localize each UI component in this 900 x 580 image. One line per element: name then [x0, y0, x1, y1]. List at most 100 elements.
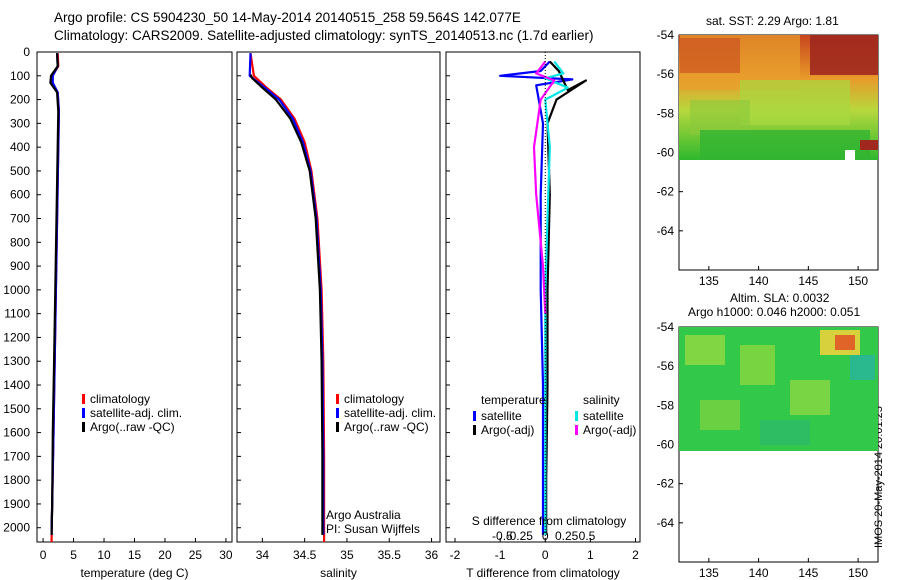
legend-label: Argo(..raw -QC) [344, 420, 429, 434]
legend-swatch [336, 394, 339, 404]
legend-label: climatology [344, 392, 404, 406]
y-tick-label: 100 [10, 69, 30, 83]
map-y-tick-label: -64 [657, 224, 675, 238]
legend-label: satellite [583, 409, 624, 423]
legend-label: satellite-adj. clim. [344, 406, 436, 420]
legend-label: climatology [90, 392, 150, 406]
x-tick-label: 25 [189, 548, 203, 562]
y-tick-label: 700 [10, 212, 30, 226]
y-tick-label: 1600 [3, 426, 30, 440]
y-tick-label: 300 [10, 116, 30, 130]
legend-swatch [82, 394, 85, 404]
y-tick-label: 500 [10, 164, 30, 178]
top-tick-label: -0.25 [506, 529, 534, 543]
pi-label: PI: Susan Wijffels [326, 522, 420, 536]
x-tick-label: 2 [632, 548, 639, 562]
sla-map-title-line1: Altim. SLA: 0.0032 [730, 291, 830, 305]
x-tick-label: 0 [40, 548, 47, 562]
legend-label: satellite-adj. clim. [90, 406, 182, 420]
top-tick-label: 0.25 [555, 529, 579, 543]
y-tick-label: 400 [10, 140, 30, 154]
x-tick-label: 34.5 [293, 548, 317, 562]
plot-title-line1: Argo profile: CS 5904230_50 14-May-2014 … [54, 10, 521, 25]
y-tick-label: 1700 [3, 449, 30, 463]
x-tick-label: -2 [450, 548, 461, 562]
axes-frame-temperature [36, 51, 233, 543]
x-tick-label: 35.5 [378, 548, 402, 562]
series-line-argo--adj- [545, 60, 588, 535]
legend-swatch [336, 408, 339, 418]
map-x-tick-label: 135 [699, 566, 719, 580]
map-y-tick-label: -56 [657, 67, 675, 81]
series-line-satellite-adj--clim- [248, 53, 325, 535]
plot-title-line2: Climatology: CARS2009. Satellite-adjuste… [54, 28, 594, 43]
top-axis-label: S difference from climatology [472, 514, 627, 528]
axes-frame-salinity [236, 51, 441, 543]
map-y-tick-label: -54 [657, 320, 675, 334]
map-x-tick-label: 135 [699, 274, 719, 288]
map-y-tick-label: -60 [657, 146, 675, 160]
series-line-argo---raw--qc- [49, 53, 60, 535]
x-tick-label: 10 [97, 548, 111, 562]
axes-frame-difference [445, 51, 641, 543]
map-y-tick-label: -54 [657, 28, 675, 42]
x-axis-label: salinity [320, 566, 357, 580]
sst-map-title: sat. SST: 2.29 Argo: 1.81 [706, 14, 839, 28]
x-tick-label: 36 [425, 548, 439, 562]
legend-swatch [82, 408, 85, 418]
map-y-tick-label: -58 [657, 106, 675, 120]
y-tick-label: 1500 [3, 402, 30, 416]
x-tick-label: 1 [587, 548, 594, 562]
map-y-tick-label: -64 [657, 516, 675, 530]
sla-map-imagery [679, 327, 878, 451]
x-tick-label: 20 [158, 548, 172, 562]
series-line-satellite [544, 60, 569, 535]
legend-swatch [473, 425, 476, 435]
x-tick-label: 30 [219, 548, 233, 562]
map-x-tick-label: 145 [798, 274, 818, 288]
sst-map-imagery [679, 35, 878, 160]
x-tick-label: 0 [542, 548, 549, 562]
legend-swatch [575, 411, 578, 421]
map-x-tick-label: 150 [848, 566, 868, 580]
legend-label: Argo(..raw -QC) [90, 420, 175, 434]
operator-label: Argo Australia [326, 508, 401, 522]
map-x-tick-label: 150 [848, 274, 868, 288]
y-tick-label: 1100 [4, 307, 30, 321]
x-axis-label: temperature (deg C) [80, 566, 188, 580]
map-x-tick-label: 140 [749, 274, 769, 288]
map-y-tick-label: -60 [657, 438, 675, 452]
legend-swatch [575, 425, 578, 435]
x-tick-label: 35 [340, 548, 354, 562]
legend-swatch [82, 422, 85, 432]
map-x-tick-label: 140 [749, 566, 769, 580]
series-line-argo---raw--qc- [249, 74, 324, 535]
legend-header-temperature: temperature [481, 393, 546, 407]
series-line-climatology [249, 53, 326, 542]
x-tick-label: 5 [70, 548, 77, 562]
map-y-tick-label: -62 [657, 477, 675, 491]
top-tick-label: -0.5 [492, 529, 513, 543]
y-tick-label: 900 [10, 259, 30, 273]
legend-label: Argo(-adj) [481, 423, 534, 437]
y-tick-label: 0 [23, 45, 30, 59]
x-tick-label: 15 [128, 548, 142, 562]
x-tick-label: 34 [256, 548, 270, 562]
series-line-satellite [499, 60, 574, 535]
y-tick-label: 2000 [3, 521, 30, 535]
legend-label: Argo(-adj) [583, 423, 636, 437]
y-tick-label: 800 [10, 235, 30, 249]
legend-label: satellite [481, 409, 522, 423]
y-tick-label: 1800 [3, 473, 30, 487]
y-tick-label: 1900 [3, 497, 30, 511]
y-tick-label: 1000 [3, 283, 30, 297]
legend-header-salinity: salinity [583, 393, 620, 407]
y-tick-label: 600 [10, 188, 30, 202]
map-x-tick-label: 145 [798, 566, 818, 580]
legend-swatch [473, 411, 476, 421]
top-tick-label: 0.5 [579, 529, 596, 543]
y-tick-label: 1400 [3, 378, 30, 392]
map-y-tick-label: -58 [657, 398, 675, 412]
series-line-argo--adj- [532, 60, 556, 314]
